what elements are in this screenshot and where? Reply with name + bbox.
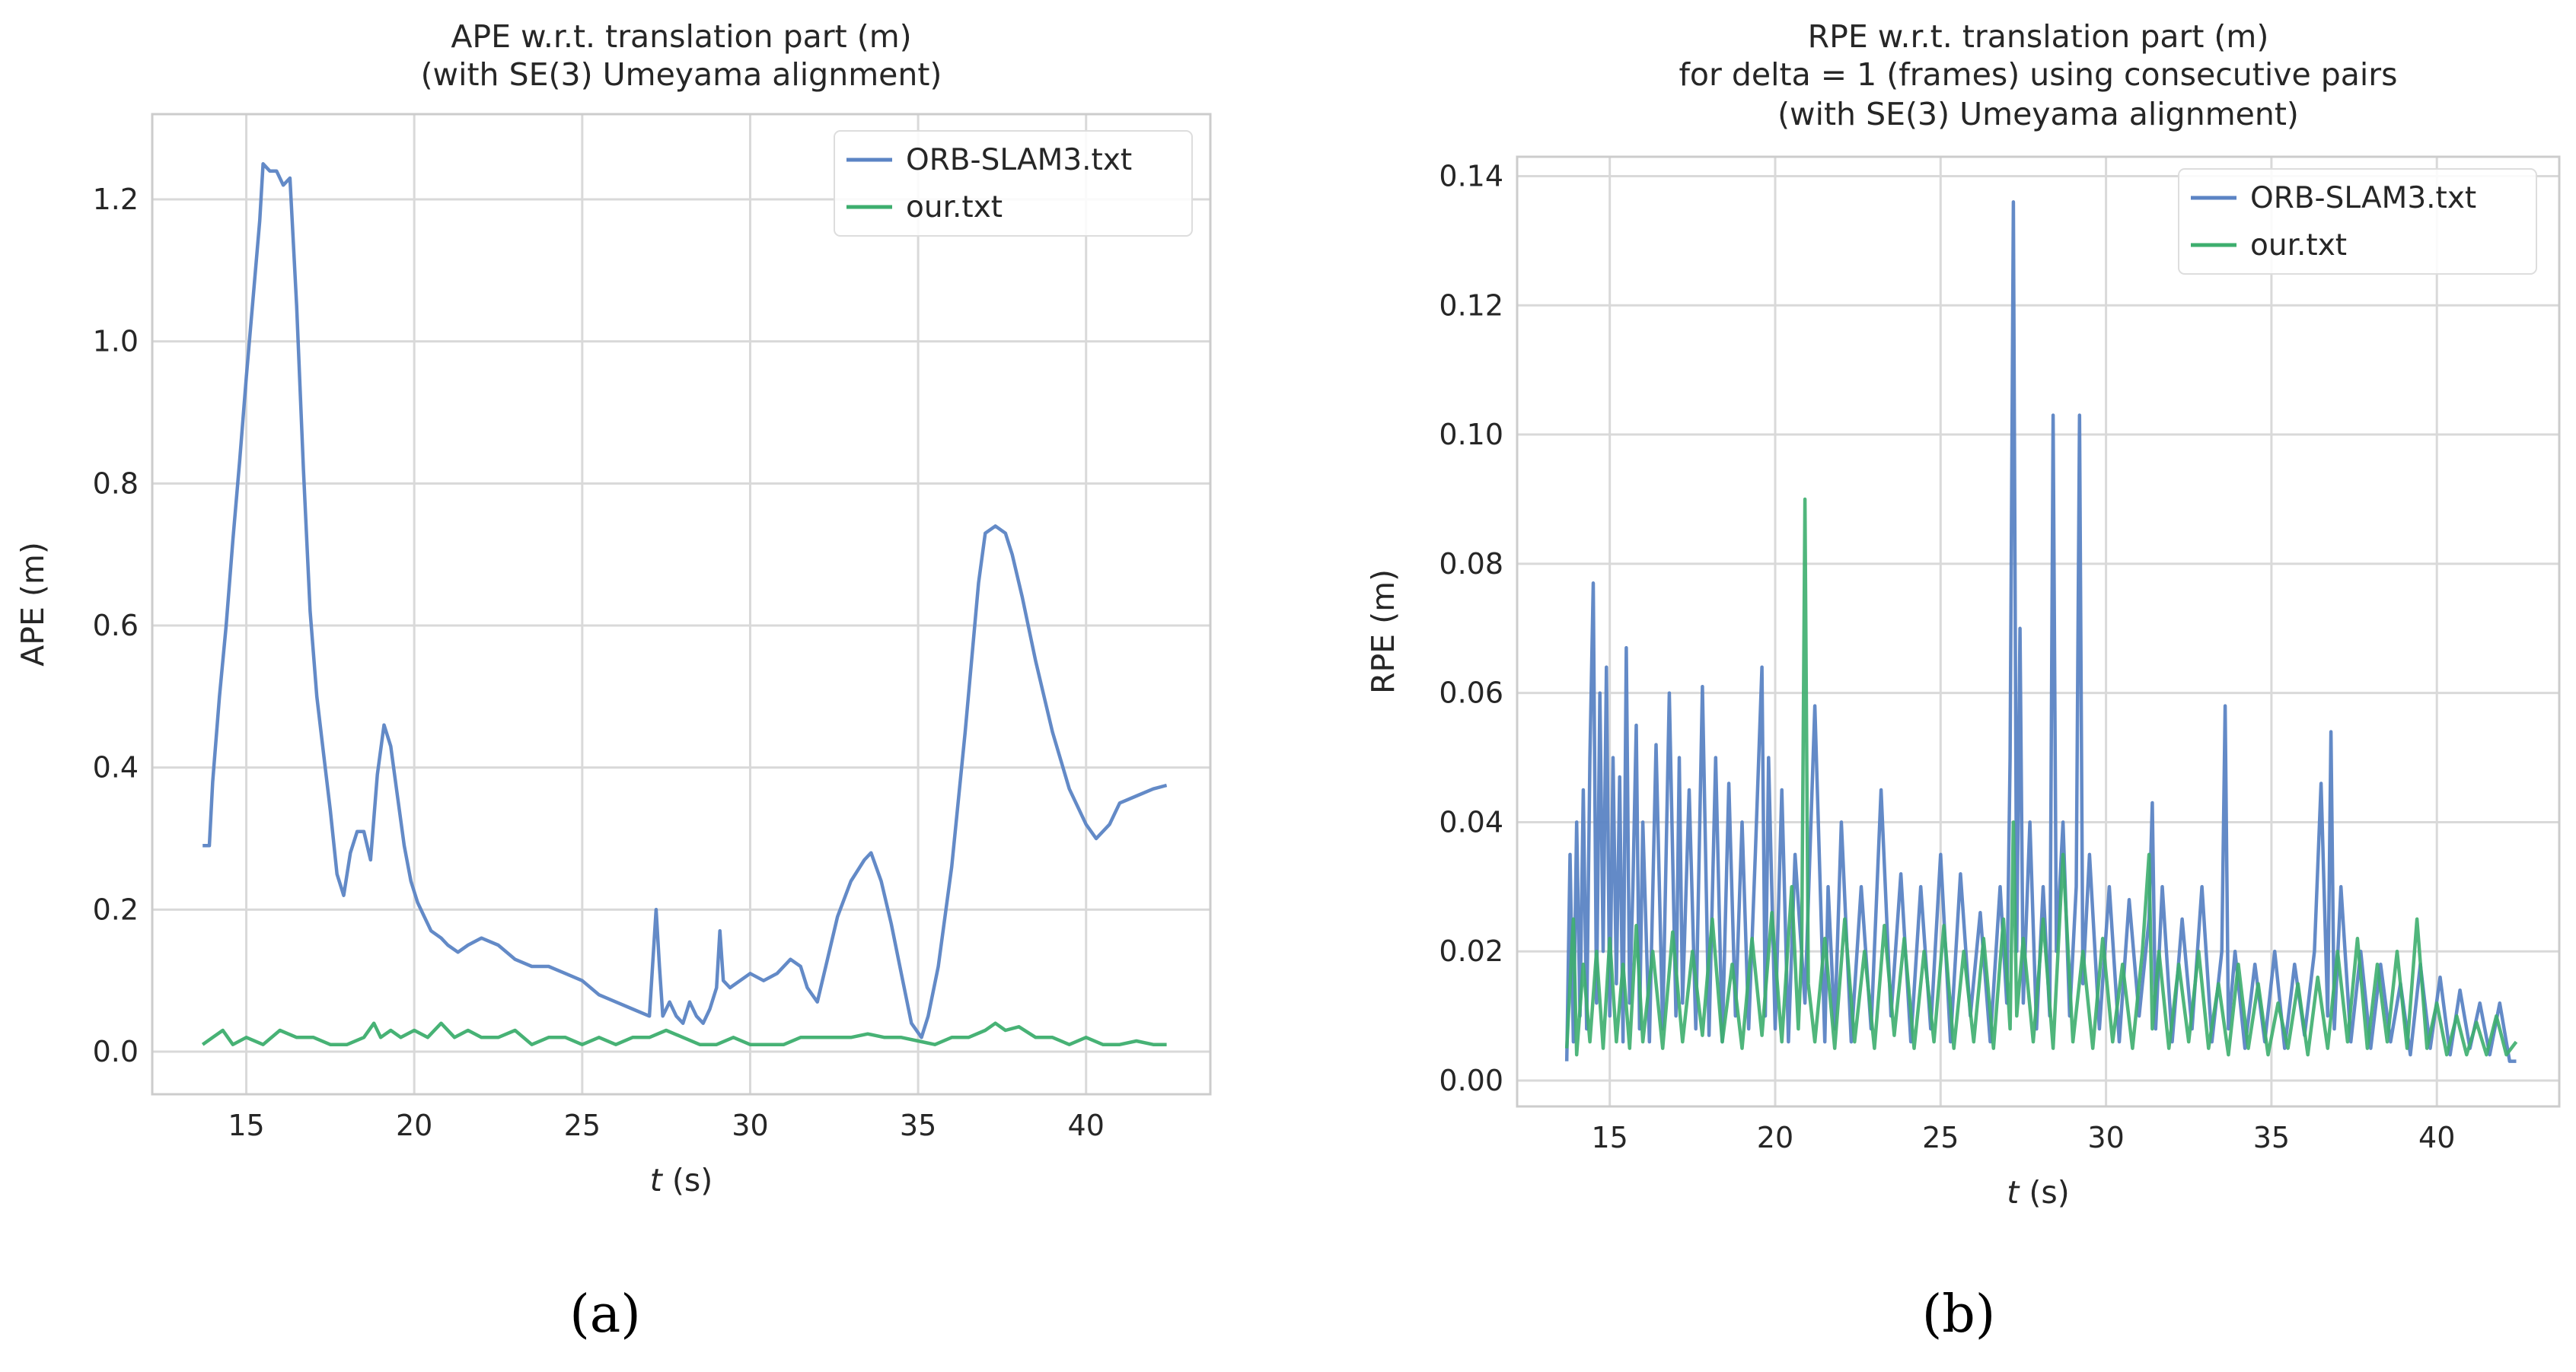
x-tick-label: 20 bbox=[1757, 1121, 1793, 1154]
chart-panel-0: 15 20 25 30 35 40 0.0 0.2 0.4 0.6 0.8 1.0 1.2 APE w.r… bbox=[14, 18, 1212, 1345]
x-axis-label: t (s) bbox=[2007, 1174, 2069, 1211]
chart-title-line: (with SE(3) Umeyama alignment) bbox=[421, 56, 942, 93]
y-tick-label: 0.4 bbox=[93, 751, 139, 785]
legend-label: ORB-SLAM3.txt bbox=[906, 143, 1132, 177]
legend: ORB-SLAM3.txt our.txt bbox=[834, 130, 1193, 237]
y-tick-label: 0.12 bbox=[1439, 288, 1503, 322]
series-line-our bbox=[1564, 497, 2518, 1057]
y-tick-label: 1.0 bbox=[93, 325, 139, 358]
x-tick-label: 20 bbox=[396, 1109, 432, 1142]
y-tick-label: 0.04 bbox=[1439, 805, 1503, 839]
y-tick-label: 0.06 bbox=[1439, 676, 1503, 710]
legend: ORB-SLAM3.txt our.txt bbox=[2178, 168, 2537, 275]
y-tick-label: 0.14 bbox=[1439, 159, 1503, 193]
x-tick-label: 35 bbox=[2253, 1121, 2290, 1154]
y-tick-label: 0.2 bbox=[93, 893, 139, 926]
series-line-orb-slam3 bbox=[1564, 200, 2517, 1063]
panel-label: (b) bbox=[1922, 1284, 1996, 1345]
axes-frame bbox=[1516, 155, 2561, 1108]
x-tick-label: 15 bbox=[228, 1109, 264, 1142]
series-line-our bbox=[201, 1021, 1167, 1046]
panel-label: (a) bbox=[569, 1284, 641, 1345]
legend-label: our.txt bbox=[2250, 228, 2347, 263]
axes-frame bbox=[151, 113, 1212, 1096]
x-tick-label: 30 bbox=[732, 1109, 768, 1142]
x-tick-label: 25 bbox=[564, 1109, 601, 1142]
y-axis-label: APE (m) bbox=[14, 542, 51, 667]
x-tick-label: 40 bbox=[1068, 1109, 1105, 1142]
x-tick-label: 35 bbox=[900, 1109, 936, 1142]
chart-panel-1: 15 20 25 30 35 40 0.00 0.02 0.04 0.06 0.08 0.10 0.12… bbox=[1365, 18, 2561, 1345]
x-tick-label: 25 bbox=[1922, 1121, 1959, 1154]
legend-box bbox=[2178, 168, 2537, 275]
legend-box bbox=[834, 130, 1193, 237]
y-tick-label: 0.6 bbox=[93, 609, 139, 642]
y-tick-label: 0.10 bbox=[1439, 418, 1503, 451]
x-tick-label: 40 bbox=[2418, 1121, 2455, 1154]
y-tick-label: 1.2 bbox=[93, 183, 139, 216]
y-tick-label: 0.8 bbox=[93, 466, 139, 500]
chart-title-line: RPE w.r.t. translation part (m) bbox=[1808, 18, 2269, 55]
x-tick-label: 15 bbox=[1592, 1121, 1628, 1154]
y-tick-label: 0.0 bbox=[93, 1035, 139, 1068]
y-tick-label: 0.00 bbox=[1439, 1064, 1503, 1097]
y-axis-label: RPE (m) bbox=[1365, 569, 1401, 694]
y-tick-label: 0.02 bbox=[1439, 934, 1503, 968]
series-line-orb-slam3 bbox=[202, 162, 1168, 1039]
legend-label: our.txt bbox=[906, 190, 1003, 224]
x-tick-label: 30 bbox=[2087, 1121, 2124, 1154]
legend-label: ORB-SLAM3.txt bbox=[2250, 181, 2476, 215]
chart-title-line: APE w.r.t. translation part (m) bbox=[451, 18, 911, 55]
x-axis-label: t (s) bbox=[650, 1162, 713, 1199]
y-tick-label: 0.08 bbox=[1439, 547, 1503, 581]
chart-title-line: for delta = 1 (frames) using consecutive… bbox=[1679, 56, 2397, 93]
chart-title-line: (with SE(3) Umeyama alignment) bbox=[1777, 96, 2299, 132]
